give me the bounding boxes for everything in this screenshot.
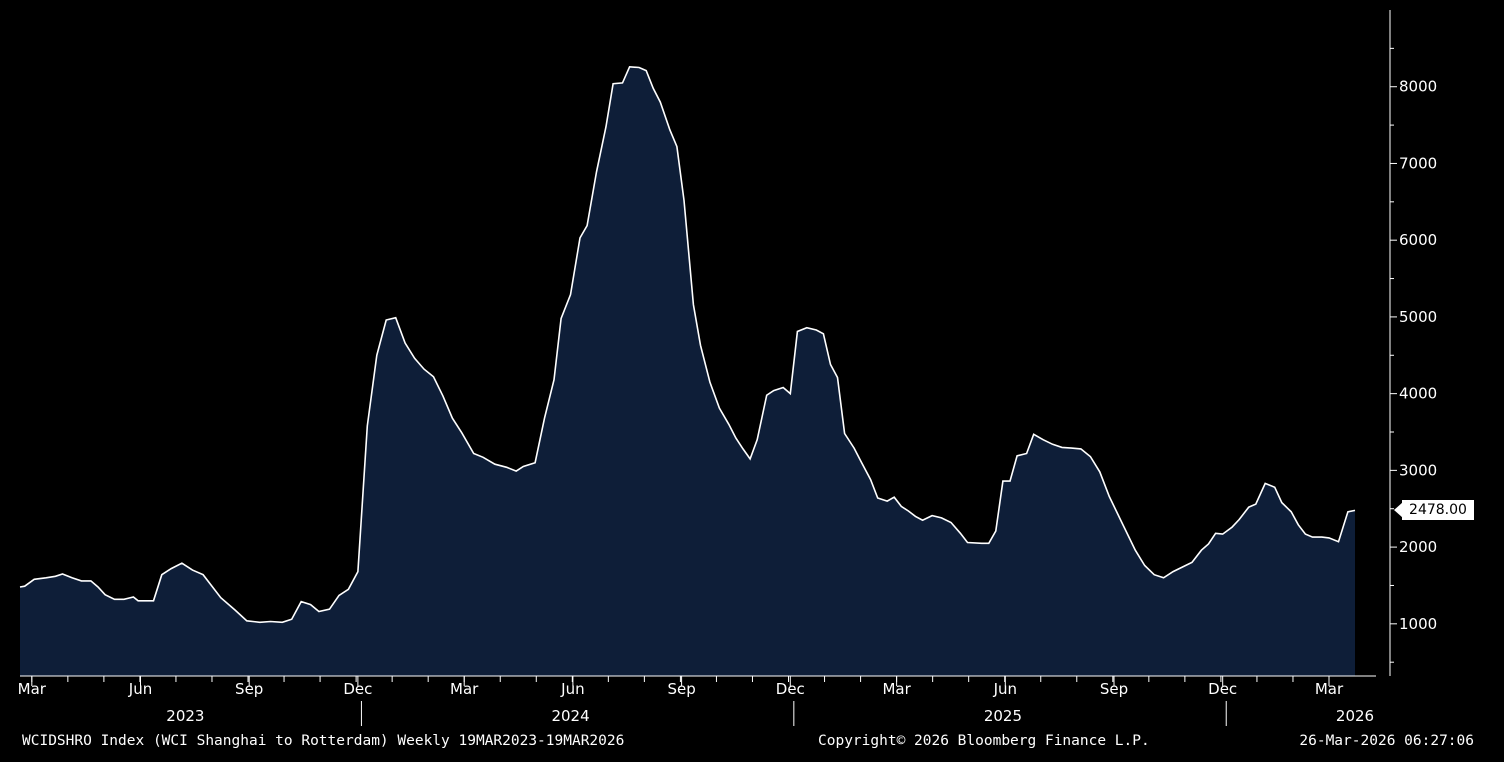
series-line — [19, 65, 1356, 624]
y-axis: 1000 2000 3000 4000 5000 6000 7000 8000 — [1389, 10, 1437, 676]
x-tick-label: Dec — [343, 680, 372, 698]
y-tick-label: 4000 — [1399, 385, 1437, 403]
year-label: 2023 — [166, 707, 204, 725]
x-tick-label: Jun — [560, 680, 584, 698]
x-tick-label: Mar — [1315, 680, 1344, 698]
y-tick-label: 5000 — [1399, 308, 1437, 326]
y-tick-label: 3000 — [1399, 461, 1437, 479]
x-tick-label: Jun — [128, 680, 152, 698]
plot-area — [19, 65, 1356, 677]
y-tick-label: 8000 — [1399, 78, 1437, 96]
year-label: 2024 — [551, 707, 589, 725]
last-value-label: 2478.00 — [1402, 500, 1474, 520]
x-tick-label: Dec — [1208, 680, 1237, 698]
y-tick-label: 7000 — [1399, 154, 1437, 172]
footer-timestamp: 26-Mar-2026 06:27:06 — [1299, 733, 1474, 749]
year-label: 2025 — [984, 707, 1022, 725]
year-label: 2026 — [1336, 707, 1374, 725]
x-tick-label: Mar — [18, 680, 47, 698]
x-tick-label: Dec — [776, 680, 805, 698]
y-tick-label: 6000 — [1399, 231, 1437, 249]
x-tick-label: Mar — [450, 680, 479, 698]
x-tick-label: Sep — [667, 680, 695, 698]
footer-ticker-description: WCIDSHRO Index (WCI Shanghai to Rotterda… — [22, 733, 625, 749]
x-axis: Mar Jun Sep Dec Mar Jun Sep Dec Mar Jun Sep Dec Mar 2… — [18, 675, 1376, 726]
x-tick-label: Jun — [993, 680, 1017, 698]
x-tick-label: Sep — [235, 680, 263, 698]
series-area-fill — [20, 66, 1355, 677]
y-tick-label: 2000 — [1399, 538, 1437, 556]
last-value-pointer — [1394, 502, 1403, 518]
y-tick-label: 1000 — [1399, 615, 1437, 633]
footer-copyright: Copyright© 2026 Bloomberg Finance L.P. — [818, 733, 1150, 749]
x-tick-label: Mar — [882, 680, 911, 698]
x-tick-label: Sep — [1100, 680, 1128, 698]
